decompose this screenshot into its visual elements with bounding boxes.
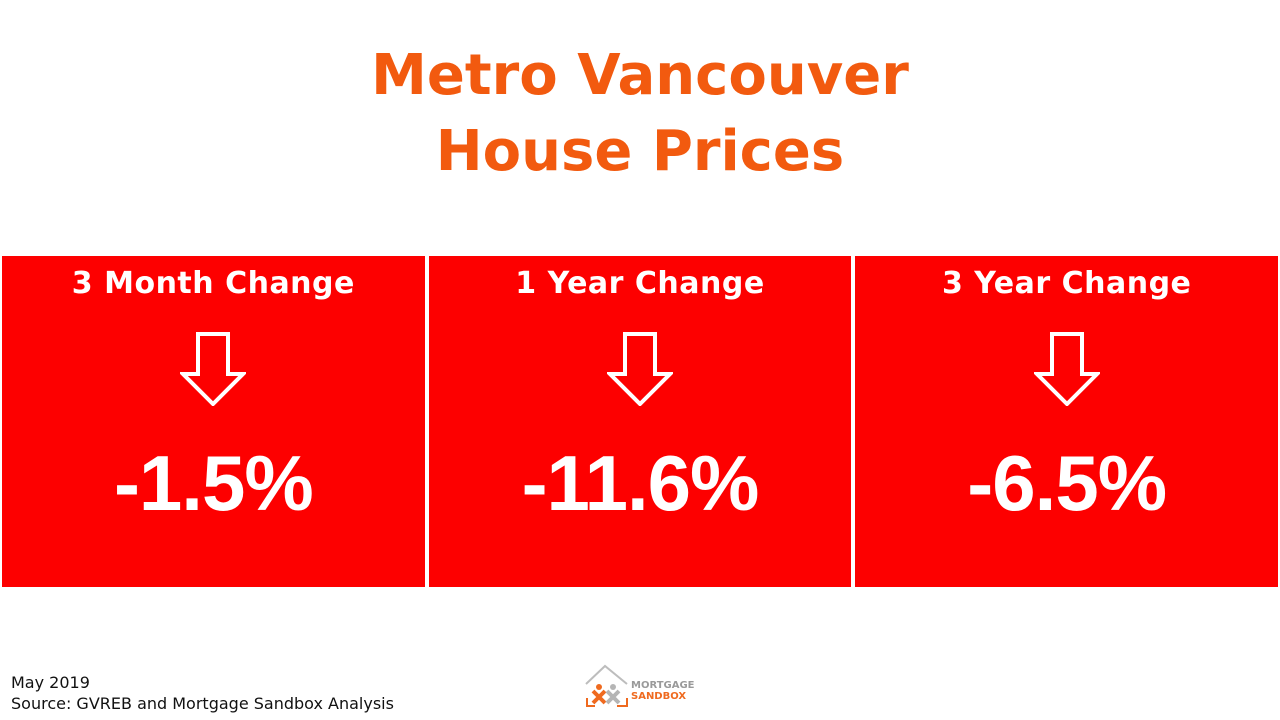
house-people-logo-icon <box>585 664 628 707</box>
logo-line-1: MORTGAGE <box>631 680 695 691</box>
panel-value: -6.5% <box>967 439 1167 527</box>
down-arrow-outline-icon <box>607 332 673 406</box>
mortgage-sandbox-logo: MORTGAGE SANDBOX <box>583 660 703 712</box>
change-panels: 3 Month Change -1.5% 1 Year Change -11.6… <box>2 256 1279 587</box>
title-line-1: Metro Vancouver <box>371 43 909 108</box>
footer-date: May 2019 <box>11 673 90 692</box>
panel-3-month-change: 3 Month Change -1.5% <box>2 256 425 587</box>
footer: May 2019 Source: GVREB and Mortgage Sand… <box>11 672 394 714</box>
panel-value: -1.5% <box>113 439 314 527</box>
down-arrow-outline-icon <box>180 332 247 406</box>
panel-label: 3 Month Change <box>71 266 355 301</box>
page-title: Metro Vancouver House Prices <box>0 38 1280 190</box>
title-line-2: House Prices <box>435 119 845 184</box>
panel-value: -11.6% <box>521 439 760 527</box>
down-arrow-outline-icon <box>1033 332 1100 406</box>
panel-label: 1 Year Change <box>515 266 765 301</box>
logo-line-2: SANDBOX <box>631 691 687 702</box>
panel-1-year-change: 1 Year Change -11.6% <box>428 256 852 587</box>
panel-label: 3 Year Change <box>941 266 1192 301</box>
footer-source: Source: GVREB and Mortgage Sandbox Analy… <box>11 694 394 713</box>
logo-text: MORTGAGE SANDBOX <box>631 680 695 702</box>
panel-3-year-change: 3 Year Change -6.5% <box>855 256 1279 587</box>
